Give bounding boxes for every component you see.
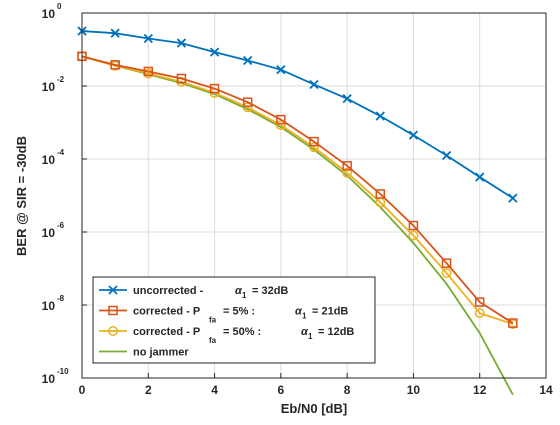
legend-value: = 32dB [252,285,288,297]
data-point-square [176,73,187,84]
y-tick-exponent: -6 [57,221,65,230]
data-point-circle [108,326,118,336]
data-point-circle [441,268,452,279]
y-tick-label: 10-8 [42,294,65,313]
data-point-square [110,60,120,70]
data-point-square [143,66,154,77]
data-point-x [276,65,286,75]
data-point-circle [408,230,419,241]
data-point-square [309,136,319,147]
legend-percent: = 5% : [223,306,255,318]
data-point-x [309,79,319,90]
data-point-square [508,318,518,328]
y-tick-base: 10 [42,7,56,21]
data-point-x [243,55,253,66]
data-point-x [508,193,518,203]
y-axis-label: BER @ SIR = -30dB [14,136,29,256]
data-point-x [441,150,452,161]
data-point-square [276,114,286,125]
legend-percent: = 50% : [223,326,261,338]
series-layer [77,26,518,396]
data-point-circle [474,308,485,319]
data-point-square [342,161,352,171]
x-tick-label: 14 [539,383,553,397]
x-tick-label: 4 [211,383,218,397]
data-point-circle [275,120,286,131]
data-point-square [474,297,485,307]
legend-alpha-subscript: 1 [308,332,313,341]
y-tick-exponent: -8 [57,294,65,303]
y-tick-exponent: 0 [57,2,62,11]
y-tick-label: 10-4 [42,148,65,167]
y-tick-exponent: -10 [57,367,69,376]
data-point-circle [309,142,319,153]
legend-alpha: α [235,285,243,297]
data-point-square [375,189,386,199]
data-point-x [110,28,120,38]
series-0 [77,26,518,203]
data-point-x [143,33,153,44]
x-tick-label: 12 [473,383,487,397]
y-tick-base: 10 [42,80,56,94]
data-point-x [408,130,419,140]
x-tick-label: 2 [145,383,152,397]
y-tick-base: 10 [42,299,56,313]
legend-entry: no jammer [99,347,189,359]
data-point-circle [342,167,353,178]
legend-value: = 12dB [318,326,354,338]
legend-label: no jammer [133,347,189,359]
legend-alpha-subscript: 1 [242,291,247,300]
series-line [81,55,514,324]
legend-value: = 21dB [312,306,348,318]
legend-alpha: α [295,306,303,318]
x-axis-label: Eb/N0 [dB] [281,401,347,416]
x-axis-ticks: 0 2 4 6 8 10 12 14 [79,373,553,397]
y-tick-label: 10-2 [42,75,65,94]
x-tick-label: 10 [407,383,421,397]
legend-label: corrected - P [133,306,200,318]
legend-alpha-subscript: 1 [302,312,307,321]
series-line [81,30,514,199]
y-tick-base: 10 [42,372,56,386]
data-point-x [108,285,118,295]
y-tick-label: 10-10 [42,367,69,386]
legend-alpha: α [301,326,309,338]
legend-label: uncorrected - [133,285,204,297]
data-point-x [209,47,220,57]
legend-box [92,276,376,364]
y-tick-exponent: -4 [57,148,65,157]
x-tick-label: 6 [278,383,285,397]
data-point-square [242,97,253,107]
data-point-square [108,305,118,316]
y-tick-label: 100 [42,2,62,21]
series-line [81,55,514,325]
plot-frame [81,12,547,379]
data-point-x [342,94,352,104]
series-1 [77,51,518,328]
y-tick-exponent: -2 [57,75,65,84]
legend-entry: uncorrected - α 1 = 32dB [99,285,288,300]
x-tick-label: 8 [344,383,351,397]
legend-subscript: fa [209,336,217,345]
data-point-x [475,172,485,182]
data-point-square [209,83,220,94]
y-tick-base: 10 [42,153,56,167]
data-point-square [441,258,452,268]
y-tick-base: 10 [42,226,56,240]
legend-label: corrected - P [133,326,200,338]
y-tick-label: 10-6 [42,221,65,240]
data-point-x [375,111,385,121]
legend-entry: corrected - P fa = 5% : α 1 = 21dB [99,306,348,325]
legend-subscript: fa [209,316,217,325]
legend-entry: corrected - P fa = 50% : α 1 = 12dB [99,326,354,345]
data-point-x [176,38,187,48]
data-point-square [408,220,419,231]
x-tick-label: 0 [79,383,86,397]
